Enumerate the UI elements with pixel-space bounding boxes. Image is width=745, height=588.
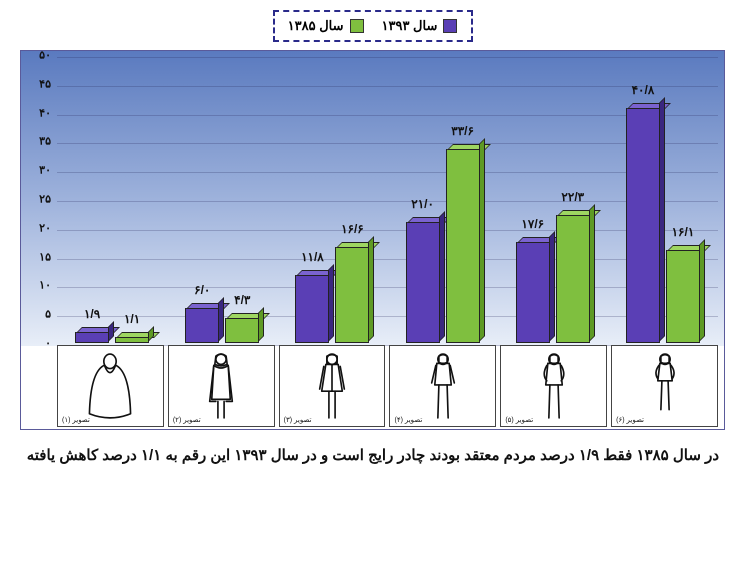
y-tick: ۰ — [21, 337, 51, 350]
category-caption: تصویر (۱) — [62, 416, 90, 424]
bar-value-label: ۱۱/۸ — [301, 250, 324, 264]
category-icon: تصویر (۳) — [279, 345, 386, 427]
y-axis: ۰ ۵ ۱۰ ۱۵ ۲۰ ۲۵ ۳۰ ۳۵ ۴۰ ۴۵ ۵۰ — [21, 51, 57, 429]
bar-chart: ۰۵۱۰۱۵۲۰۲۵۳۰۳۵۴۰۴۵۵۰ ۱/۹۱/۱۶/۰۴/۳۱۱/۸۱۶/… — [20, 50, 725, 430]
bar-value-label: ۱۶/۶ — [341, 222, 364, 236]
bar: ۱/۱ — [115, 337, 149, 343]
legend-swatch-1 — [443, 19, 457, 33]
y-tick: ۱۰ — [21, 279, 51, 292]
category-icons-row: تصویر (۱) تصویر (۲) تصویر (۳) تصویر (۴) تصوی… — [57, 345, 718, 427]
category-caption: تصویر (۵) — [505, 416, 533, 424]
bar-group: ۱/۹ ۱/۱ — [57, 57, 167, 343]
y-tick: ۳۰ — [21, 164, 51, 177]
category-icon: تصویر (۵) — [500, 345, 607, 427]
y-tick: ۱۵ — [21, 250, 51, 263]
category-caption: تصویر (۶) — [616, 416, 644, 424]
bar: ۲۱/۰ — [406, 222, 440, 343]
chart-legend: سال ۱۳۹۳ سال ۱۳۸۵ — [273, 10, 473, 42]
y-tick: ۴۰ — [21, 106, 51, 119]
bar: ۶/۰ — [185, 308, 219, 343]
bar-value-label: ۴۰/۸ — [632, 83, 655, 97]
bar: ۴۰/۸ — [626, 108, 660, 343]
bar: ۴/۳ — [225, 318, 259, 343]
bar: ۳۳/۶ — [446, 149, 480, 343]
category-caption: تصویر (۳) — [284, 416, 312, 424]
y-tick: ۳۵ — [21, 135, 51, 148]
bar: ۱۶/۱ — [666, 250, 700, 343]
bar-group: ۲۱/۰۳۳/۶ — [388, 57, 498, 343]
y-tick: ۵۰ — [21, 49, 51, 62]
legend-label-2: سال ۱۳۸۵ — [288, 18, 344, 34]
bar-group: ۱۷/۶۲۲/۳ — [498, 57, 608, 343]
bar-value-label: ۱۶/۱ — [672, 225, 695, 239]
bar: ۱۶/۶ — [335, 247, 369, 343]
bar-group: ۴۰/۸۱۶/۱ — [608, 57, 718, 343]
bar-group: ۱۱/۸۱۶/۶ — [277, 57, 387, 343]
category-caption: تصویر (۴) — [394, 416, 422, 424]
legend-swatch-2 — [350, 19, 364, 33]
category-icon: تصویر (۲) — [168, 345, 275, 427]
bar-value-label: ۳۳/۶ — [451, 124, 474, 138]
y-tick: ۵ — [21, 308, 51, 321]
bar-value-label: ۱/۱ — [124, 312, 140, 326]
bar-value-label: ۱/۹ — [84, 307, 100, 321]
caption-text: در سال ۱۳۸۵ فقط ۱/۹ درصد مردم معتقد بودن… — [26, 444, 719, 468]
category-icon: تصویر (۶) — [611, 345, 718, 427]
legend-series2: سال ۱۳۸۵ — [288, 18, 364, 34]
category-caption: تصویر (۲) — [173, 416, 201, 424]
bars-container: ۱/۹۱/۱۶/۰۴/۳۱۱/۸۱۶/۶۲۱/۰۳۳/۶۱۷/۶۲۲/۳۴۰/۸… — [57, 57, 718, 343]
bar-value-label: ۱۷/۶ — [521, 217, 544, 231]
bar: ۲۲/۳ — [556, 215, 590, 343]
category-icon: تصویر (۴) — [389, 345, 496, 427]
bar-group: ۶/۰۴/۳ — [167, 57, 277, 343]
bar-value-label: ۲۲/۳ — [561, 190, 584, 204]
legend-label-1: سال ۱۳۹۳ — [382, 18, 438, 34]
bar: ۱۱/۸ — [295, 275, 329, 343]
y-tick: ۲۵ — [21, 193, 51, 206]
category-icon: تصویر (۱) — [57, 345, 164, 427]
bar: ۱/۹ — [75, 332, 109, 343]
bar-value-label: ۴/۳ — [234, 293, 250, 307]
bar-value-label: ۶/۰ — [194, 283, 210, 297]
y-tick: ۴۵ — [21, 77, 51, 90]
y-tick: ۲۰ — [21, 221, 51, 234]
bar: ۱۷/۶ — [516, 242, 550, 343]
bar-value-label: ۲۱/۰ — [411, 197, 434, 211]
plot-area: ۱/۹۱/۱۶/۰۴/۳۱۱/۸۱۶/۶۲۱/۰۳۳/۶۱۷/۶۲۲/۳۴۰/۸… — [57, 51, 724, 429]
legend-series1: سال ۱۳۹۳ — [382, 18, 458, 34]
